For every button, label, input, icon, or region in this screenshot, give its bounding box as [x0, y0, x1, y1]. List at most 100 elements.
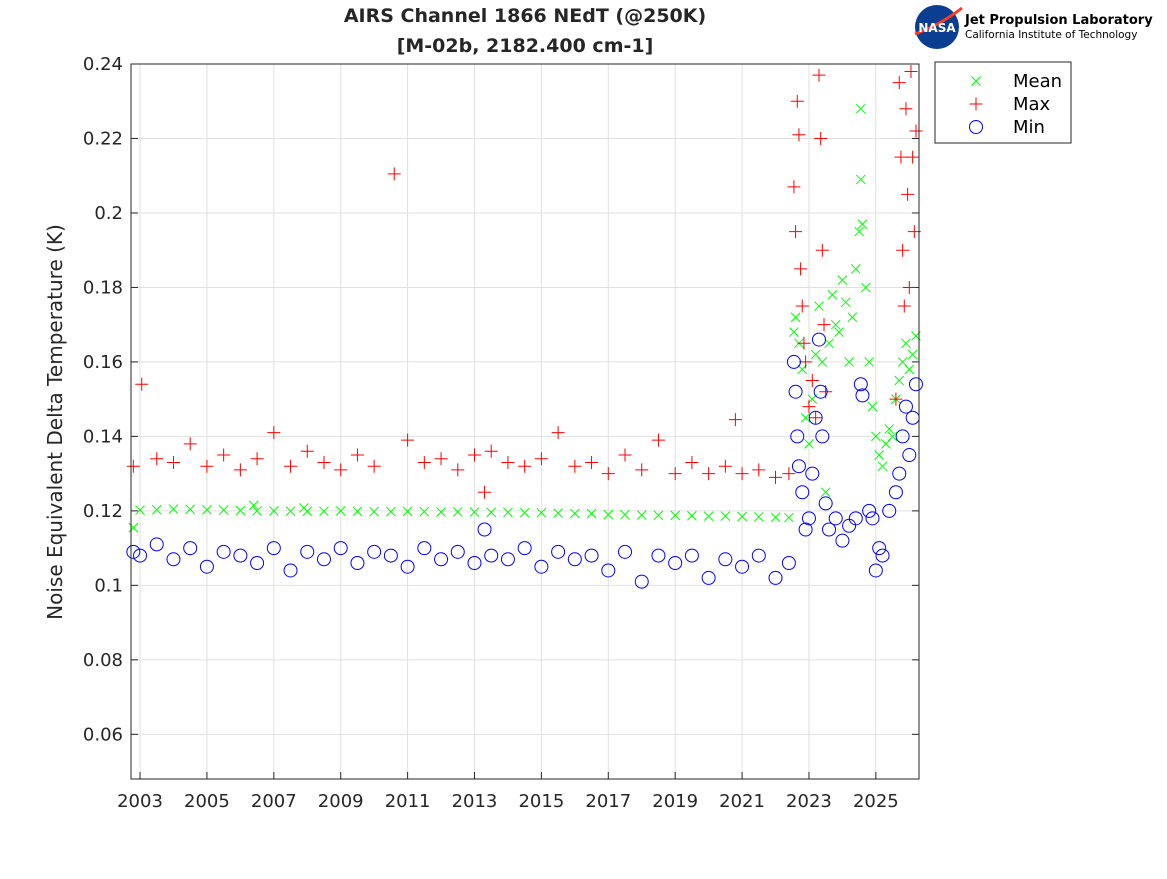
- min-point: [905, 410, 920, 425]
- max-point: [782, 467, 796, 481]
- min-point: [798, 522, 813, 537]
- legend-min-marker: [969, 120, 983, 134]
- min-point: [718, 552, 733, 567]
- series-mean: [128, 103, 921, 533]
- mean-point: [904, 364, 915, 375]
- max-point: [904, 64, 918, 78]
- mean-point: [268, 506, 279, 516]
- max-point: [797, 336, 811, 350]
- max-point: [794, 262, 808, 276]
- max-point: [685, 455, 699, 469]
- mean-point: [790, 312, 801, 323]
- y-tick-label: 0.08: [83, 650, 123, 671]
- max-point: [367, 459, 381, 473]
- max-point: [467, 448, 481, 462]
- min-point: [818, 496, 833, 511]
- x-tick-label: 2017: [585, 791, 631, 812]
- min-point: [434, 552, 449, 567]
- min-point: [199, 559, 214, 574]
- x-tick-label: 2005: [184, 791, 230, 812]
- mean-point: [867, 401, 878, 412]
- max-point: [387, 167, 401, 181]
- min-point: [350, 556, 365, 571]
- mean-point: [553, 508, 563, 518]
- mean-point: [369, 506, 380, 517]
- min-point: [316, 552, 331, 567]
- mean-point: [887, 431, 898, 442]
- max-point: [618, 448, 632, 462]
- min-point: [333, 541, 348, 556]
- x-tick-label: 2011: [385, 791, 431, 812]
- mean-point: [202, 504, 212, 515]
- mean-point: [452, 507, 463, 517]
- min-point: [684, 548, 699, 563]
- max-point: [585, 455, 599, 469]
- max-point: [718, 459, 732, 473]
- x-tick-label: 2025: [853, 791, 899, 812]
- mean-point: [864, 357, 875, 367]
- max-point: [484, 444, 498, 458]
- series-max: [126, 64, 923, 499]
- max-point: [317, 455, 331, 469]
- max-point: [906, 150, 920, 164]
- max-point: [150, 452, 164, 466]
- chart-title-line2: [M-02b, 2182.400 cm-1]: [397, 35, 654, 57]
- mean-point: [603, 509, 614, 520]
- max-point: [183, 437, 197, 451]
- min-point: [133, 548, 148, 563]
- max-point: [551, 426, 565, 440]
- max-point: [518, 459, 532, 473]
- max-point: [795, 299, 809, 313]
- x-tick-label: 2021: [719, 791, 765, 812]
- mean-point: [302, 506, 313, 517]
- min-point: [216, 544, 231, 559]
- max-point: [896, 243, 910, 257]
- y-tick-label: 0.18: [83, 277, 123, 298]
- mean-point: [319, 506, 329, 517]
- max-point: [635, 463, 649, 477]
- max-point: [787, 180, 801, 194]
- mean-point: [884, 424, 895, 434]
- min-point: [634, 574, 649, 589]
- max-point: [434, 452, 448, 466]
- mean-point: [168, 504, 179, 514]
- max-point: [233, 463, 247, 477]
- mean-point: [653, 510, 664, 521]
- mean-point: [737, 511, 747, 522]
- mean-point: [402, 506, 413, 517]
- mean-point: [894, 375, 905, 386]
- mean-point: [820, 487, 831, 498]
- y-tick-label: 0.16: [83, 352, 123, 373]
- min-point: [467, 556, 482, 571]
- min-point: [751, 548, 766, 563]
- min-point: [517, 541, 532, 556]
- plot-frame: [130, 63, 920, 780]
- max-point: [250, 452, 264, 466]
- mean-point: [436, 507, 446, 517]
- max-point: [899, 102, 913, 116]
- mean-point: [770, 512, 781, 523]
- min-point: [601, 563, 616, 578]
- mean-point: [352, 506, 363, 517]
- max-point: [534, 452, 548, 466]
- min-point: [618, 544, 633, 559]
- mean-point: [901, 338, 911, 349]
- max-point: [790, 94, 804, 108]
- max-point: [897, 299, 911, 313]
- mean-point: [128, 522, 139, 533]
- max-point: [752, 463, 766, 477]
- jpl-subtitle: California Institute of Technology: [965, 29, 1137, 41]
- max-point: [802, 400, 816, 414]
- min-point: [300, 544, 315, 559]
- x-tick-label: 2003: [117, 791, 163, 812]
- max-point: [651, 433, 665, 447]
- max-point: [769, 470, 783, 484]
- y-axis-label: Noise Equivalent Delta Temperature (K): [43, 224, 67, 620]
- mean-point: [871, 431, 881, 442]
- max-point: [568, 459, 582, 473]
- mean-point: [897, 357, 908, 367]
- min-point: [898, 399, 913, 414]
- mean-point: [784, 512, 794, 523]
- chart-title-line1: AIRS Channel 1866 NEdT (@250K): [344, 5, 706, 27]
- mean-point: [135, 505, 145, 515]
